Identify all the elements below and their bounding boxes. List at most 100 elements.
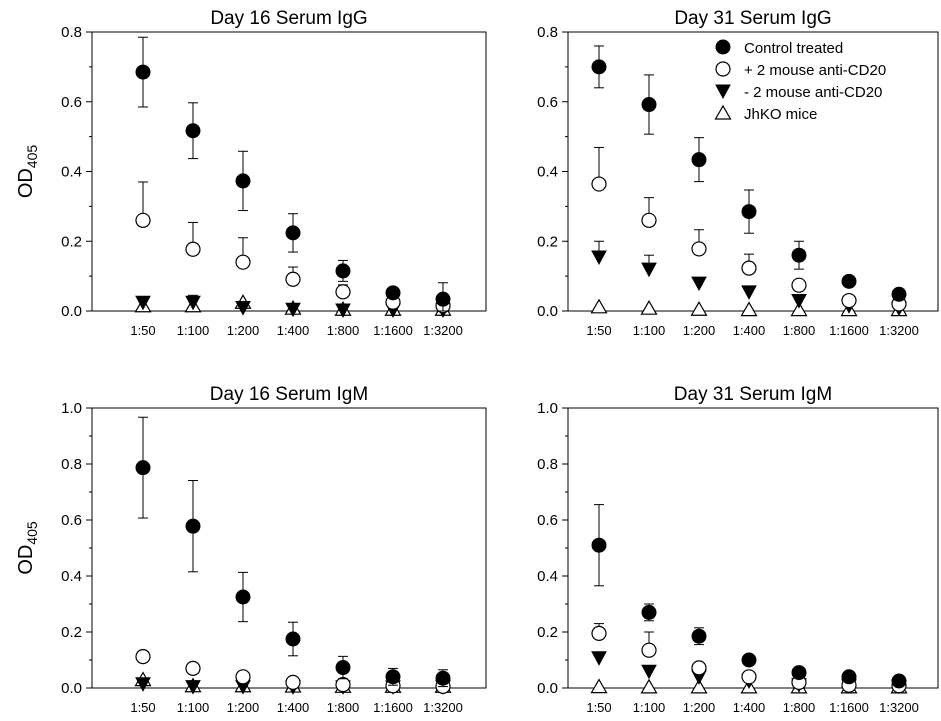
plot-frame [91,407,487,689]
x-tick-label: 1:50 [130,700,155,715]
data-point [641,97,657,113]
x-tick-label: 1:1600 [373,323,413,338]
y-tick-label: 0.4 [537,568,558,585]
x-tick-label: 1:200 [683,323,716,338]
y-tick-label: 0.6 [61,512,82,529]
legend-label: JhKO mice [744,106,817,123]
data-point [591,176,607,192]
data-point [235,173,251,189]
data-point [691,276,707,292]
data-point [285,225,301,241]
x-tick-label: 1:3200 [423,323,463,338]
data-point [691,241,707,257]
chart-title: Day 16 Serum IgG [210,8,367,29]
x-tick-label: 1:100 [633,323,666,338]
x-tick-label: 1:3200 [879,700,919,715]
data-point [591,537,607,553]
data-point [691,660,707,676]
series-filled-triangle-down [135,294,451,319]
y-tick-label: 0.0 [537,680,558,697]
data-point [235,589,251,605]
data-point [285,631,301,647]
data-point [135,677,151,692]
data-point [135,295,151,311]
data-point [335,303,351,319]
data-point [641,664,657,680]
data-point [335,660,351,676]
y-tick-label: 0.6 [537,94,558,111]
y-tick-label: 1.0 [537,400,558,417]
data-point [135,649,151,665]
y-tick-label: 0.8 [537,456,558,473]
data-point [135,64,151,80]
data-point [185,295,201,311]
x-tick-label: 1:100 [633,700,666,715]
legend-label: - 2 mouse anti-CD20 [744,84,882,101]
chart-title: Day 31 Serum IgG [674,8,831,29]
data-point [641,642,657,658]
data-point [185,241,201,257]
y-axis-label: OD405 [15,145,40,199]
data-point [135,212,151,228]
data-point [641,212,657,228]
plot-frame [567,407,939,689]
data-point [841,669,857,685]
data-point [741,285,757,300]
data-point [335,263,351,279]
data-point [841,273,857,289]
data-point [285,271,301,287]
chart-panel-2: Day 31 Serum IgG 0.0 0.2 0.4 0.6 0.8 1:50 1:100… [537,8,939,338]
data-point [435,670,451,686]
series-open-triangle-up [590,298,908,317]
data-point [335,677,351,693]
data-point [185,518,201,534]
series-filled-circle [591,45,907,302]
x-tick-label: 1:400 [277,323,310,338]
data-point [591,250,607,265]
legend-marker [714,104,732,120]
x-tick-label: 1:50 [586,700,611,715]
x-tick-label: 1:1600 [829,700,869,715]
x-tick-label: 1:400 [733,323,766,338]
y-tick-label: 0.4 [61,164,82,181]
data-point [891,673,907,689]
series-filled-circle [135,36,451,312]
series-open-circle [135,181,451,314]
x-tick-label: 1:3200 [879,323,919,338]
y-tick-label: 0.8 [537,24,558,41]
x-tick-label: 1:100 [177,700,210,715]
y-tick-label: 0.4 [537,164,558,181]
chart-panel-3: Day 16 Serum IgM 0.0 0.2 0.4 0.6 0.8 1.0 1:50 1:… [15,384,487,715]
data-point [691,628,707,644]
x-tick-label: 1:200 [683,700,716,715]
data-point [791,665,807,681]
chart-title: Day 31 Serum IgM [674,384,832,405]
data-point [235,301,251,316]
x-tick-label: 1:1600 [373,700,413,715]
series-filled-circle [591,504,907,689]
x-tick-label: 1:800 [327,700,360,715]
legend-marker [715,61,731,77]
data-point [335,284,351,300]
data-point [235,669,251,685]
y-tick-label: 0.6 [61,94,82,111]
y-tick-label: 0.0 [61,680,82,697]
data-point [235,254,251,270]
data-point [591,625,607,642]
data-point [741,260,757,276]
data-point [385,669,401,685]
x-tick-label: 1:200 [227,323,260,338]
legend-item: - 2 mouse anti-CD20 [715,84,882,101]
y-tick-label: 0.2 [61,233,82,250]
y-tick-label: 1.0 [61,400,82,417]
legend: Control treated + 2 mouse anti-CD20 - 2 mo… [714,39,886,123]
y-tick-label: 0.0 [61,303,82,320]
data-point [285,302,301,318]
data-point [590,298,608,314]
y-tick-label: 0.2 [537,624,558,641]
x-tick-label: 1:800 [783,323,816,338]
data-point [435,291,451,307]
data-point [185,680,201,695]
data-point [791,294,807,309]
